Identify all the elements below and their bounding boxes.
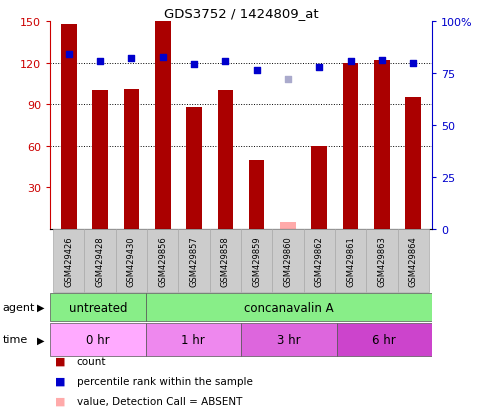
Text: GSM429862: GSM429862	[315, 235, 324, 286]
Bar	[116, 230, 147, 292]
Text: GSM429857: GSM429857	[189, 235, 199, 286]
Point	[378, 57, 386, 64]
Text: ■: ■	[55, 376, 65, 386]
Point	[315, 64, 323, 71]
Text: 1 hr: 1 hr	[182, 333, 205, 346]
Text: GSM429861: GSM429861	[346, 235, 355, 286]
Text: percentile rank within the sample: percentile rank within the sample	[77, 376, 253, 386]
Bar	[210, 230, 241, 292]
Bar	[374, 61, 390, 230]
Point	[128, 56, 135, 63]
Text: ▶: ▶	[37, 335, 44, 345]
Point	[347, 59, 355, 65]
Text: 3 hr: 3 hr	[277, 333, 300, 346]
Text: count: count	[77, 356, 106, 366]
Bar	[92, 91, 108, 230]
Bar	[312, 147, 327, 230]
Text: GSM429856: GSM429856	[158, 235, 167, 286]
Text: 6 hr: 6 hr	[372, 333, 396, 346]
Bar	[50, 323, 145, 356]
Point	[410, 60, 417, 67]
Text: GSM429860: GSM429860	[284, 235, 293, 286]
Bar	[85, 230, 116, 292]
Text: GSM429426: GSM429426	[64, 236, 73, 286]
Bar	[61, 25, 77, 230]
Text: GSM429858: GSM429858	[221, 235, 230, 286]
Bar	[178, 230, 210, 292]
Text: agent: agent	[2, 302, 35, 312]
Text: ■: ■	[55, 396, 65, 406]
Text: untreated: untreated	[69, 301, 127, 314]
Bar	[343, 64, 358, 230]
Point	[222, 59, 229, 65]
Text: GSM429863: GSM429863	[377, 235, 386, 286]
Bar	[145, 323, 241, 356]
Bar	[398, 230, 429, 292]
Text: GDS3752 / 1424809_at: GDS3752 / 1424809_at	[164, 7, 319, 20]
Bar	[337, 323, 432, 356]
Bar	[241, 323, 337, 356]
Text: 0 hr: 0 hr	[86, 333, 110, 346]
Bar	[280, 223, 296, 230]
Text: GSM429859: GSM429859	[252, 236, 261, 286]
Bar	[366, 230, 398, 292]
Bar	[145, 293, 432, 322]
Bar	[124, 90, 139, 230]
Point	[284, 77, 292, 83]
Bar	[249, 160, 265, 230]
Bar	[241, 230, 272, 292]
Text: GSM429428: GSM429428	[96, 236, 105, 286]
Text: ▶: ▶	[37, 302, 44, 312]
Text: GSM429864: GSM429864	[409, 235, 418, 286]
Bar	[50, 293, 145, 322]
Point	[65, 52, 72, 59]
Bar	[147, 230, 178, 292]
Point	[159, 55, 167, 61]
Point	[96, 59, 104, 65]
Bar	[304, 230, 335, 292]
Text: time: time	[2, 335, 28, 345]
Text: value, Detection Call = ABSENT: value, Detection Call = ABSENT	[77, 396, 242, 406]
Bar	[335, 230, 366, 292]
Bar	[186, 108, 202, 230]
Bar	[155, 22, 170, 230]
Bar	[272, 230, 304, 292]
Bar	[217, 91, 233, 230]
Text: ■: ■	[55, 356, 65, 366]
Text: concanavalin A: concanavalin A	[244, 301, 334, 314]
Point	[253, 67, 260, 74]
Bar	[53, 230, 85, 292]
Bar	[405, 98, 421, 230]
Point	[190, 62, 198, 68]
Text: GSM429430: GSM429430	[127, 236, 136, 286]
